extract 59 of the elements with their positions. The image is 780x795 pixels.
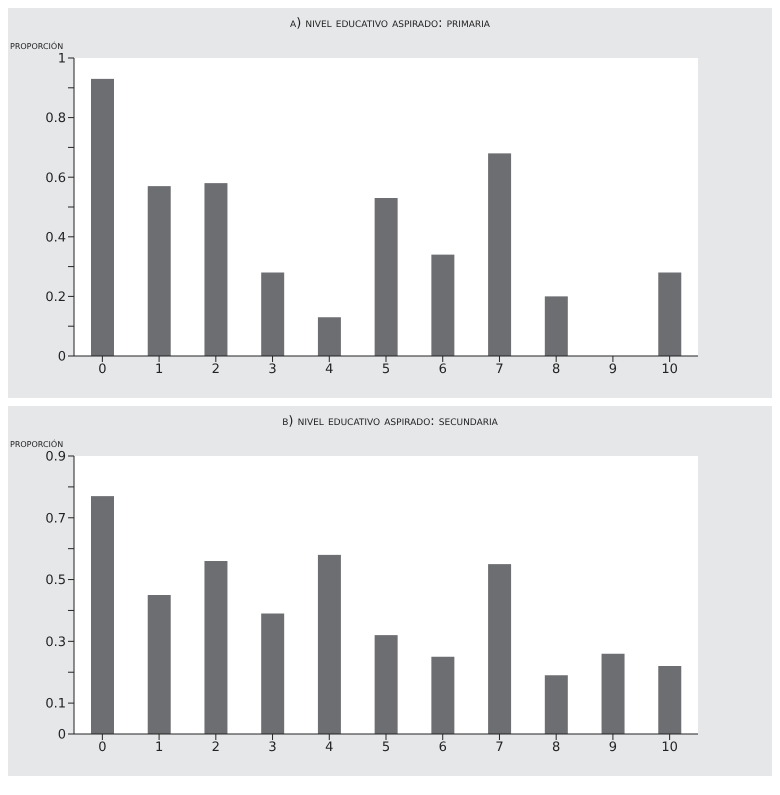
bar xyxy=(148,595,171,734)
y-tick-label: 0 xyxy=(58,350,66,365)
x-tick-label: 2 xyxy=(212,740,220,756)
x-tick-label: 4 xyxy=(325,362,334,378)
bar xyxy=(318,554,341,734)
x-tick-label: 7 xyxy=(495,740,504,756)
x-tick-label: 2 xyxy=(212,362,220,378)
y-tick-label: 0.3 xyxy=(45,634,66,650)
chart-title: a) nivel educativo aspirado: primaria xyxy=(289,16,491,31)
x-tick-label: 5 xyxy=(382,362,390,378)
x-tick-label: 0 xyxy=(98,740,107,756)
x-tick-label: 1 xyxy=(154,362,164,378)
x-tick-label: 8 xyxy=(552,362,560,378)
y-axis-title: proporción xyxy=(10,436,64,450)
x-tick-label: 10 xyxy=(661,362,678,378)
bar xyxy=(374,635,398,734)
x-tick-label: 4 xyxy=(325,740,334,756)
bar xyxy=(261,272,284,356)
bar xyxy=(148,186,171,356)
bar xyxy=(488,564,512,734)
y-tick-label: 0.6 xyxy=(45,170,66,186)
x-tick-label: 10 xyxy=(661,740,678,756)
y-tick-label: 0.8 xyxy=(45,111,66,126)
bar xyxy=(544,675,568,734)
x-tick-label: 8 xyxy=(552,740,560,756)
x-tick-label: 0 xyxy=(98,362,107,378)
y-tick-label: 0.9 xyxy=(45,450,66,465)
bar xyxy=(658,272,682,356)
x-tick-label: 6 xyxy=(438,740,447,756)
bar xyxy=(374,198,398,356)
bar xyxy=(488,153,512,356)
bar xyxy=(261,614,284,734)
y-tick-label: 0.5 xyxy=(45,573,66,588)
bar xyxy=(204,183,228,356)
chart-title: b) nivel educativo aspirado: secundaria xyxy=(281,414,499,429)
y-tick-label: 0.2 xyxy=(45,290,66,306)
bar xyxy=(204,561,228,734)
y-tick-label: 0.7 xyxy=(45,511,66,526)
x-tick-label: 5 xyxy=(382,740,390,756)
x-tick-label: 1 xyxy=(154,740,164,756)
x-tick-label: 9 xyxy=(608,362,618,378)
y-tick-label: 0 xyxy=(58,728,66,743)
bar xyxy=(658,666,682,734)
x-tick-label: 9 xyxy=(608,740,618,756)
bar xyxy=(318,317,341,356)
bar xyxy=(602,654,625,734)
bar xyxy=(544,296,568,356)
x-tick-label: 3 xyxy=(268,362,277,378)
bar xyxy=(91,78,114,356)
x-tick-label: 3 xyxy=(268,740,277,756)
x-tick-label: 6 xyxy=(438,362,447,378)
bar xyxy=(431,656,454,734)
y-axis-title: proporción xyxy=(10,38,64,52)
bar xyxy=(91,496,114,734)
bar xyxy=(431,254,454,356)
y-tick-label: 1 xyxy=(58,52,66,67)
x-tick-label: 7 xyxy=(495,362,504,378)
y-tick-label: 0.1 xyxy=(45,696,66,712)
y-tick-label: 0.4 xyxy=(45,230,66,246)
